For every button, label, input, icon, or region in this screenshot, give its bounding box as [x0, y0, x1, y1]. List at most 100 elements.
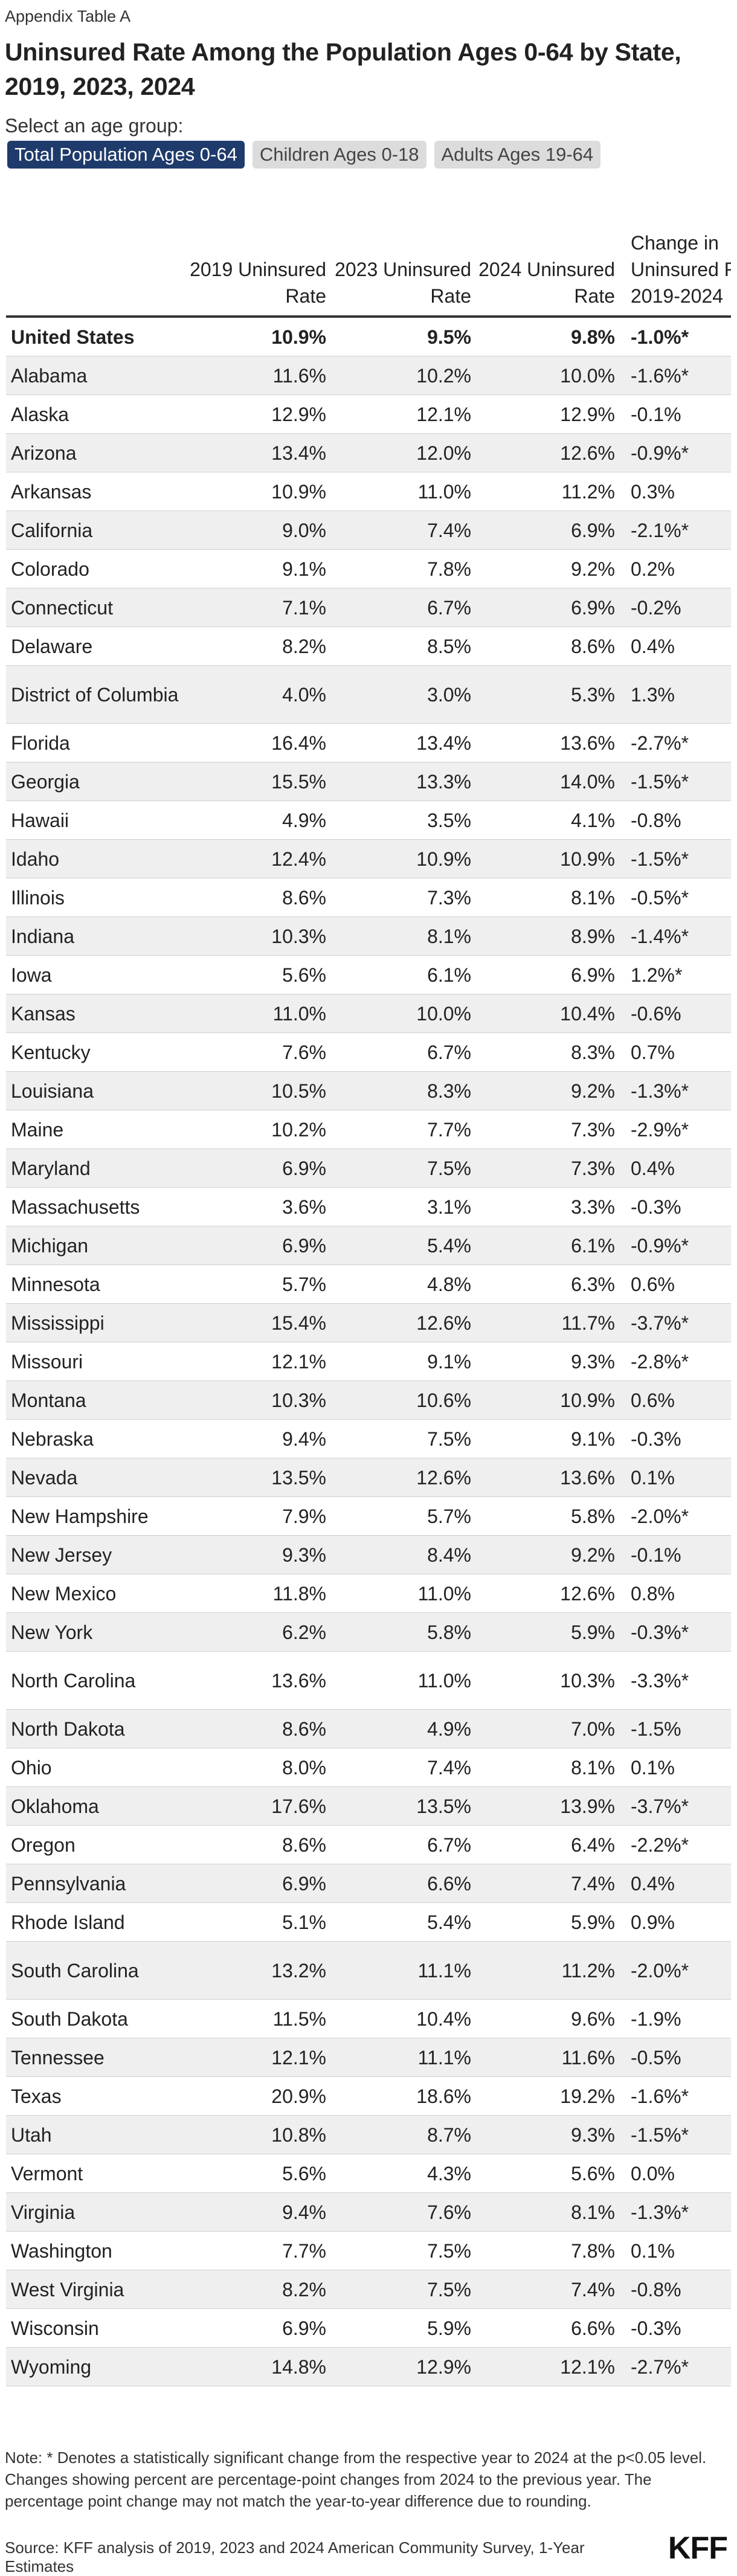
rate-cell: 13.4% — [188, 433, 333, 472]
rate-cell: 8.0% — [188, 1748, 333, 1787]
table-row: Illinois 8.6% 7.3% 8.1% -0.5%* — [6, 878, 731, 917]
note: Note: * Denotes a statistically signific… — [5, 2449, 707, 2510]
state-name: Wyoming — [6, 2347, 188, 2386]
state-name: Utah — [6, 2115, 188, 2154]
rate-cell: 5.3% — [478, 665, 622, 724]
rate-cell: 8.2% — [188, 626, 333, 666]
rate-cell: -2.7%* — [622, 2347, 731, 2386]
rate-cell: 7.5% — [333, 2231, 478, 2270]
table-row: Hawaii 4.9% 3.5% 4.1% -0.8% — [6, 800, 731, 840]
rate-cell: 4.3% — [333, 2154, 478, 2193]
state-name: Colorado — [6, 549, 188, 588]
rate-cell: -0.8% — [622, 2270, 731, 2309]
state-name: Minnesota — [6, 1264, 188, 1304]
rate-cell: 6.6% — [333, 1864, 478, 1903]
selector-prompt: Select an age group: — [5, 115, 184, 137]
rate-cell: 7.3% — [478, 1110, 622, 1149]
rate-cell: 13.4% — [333, 723, 478, 762]
rate-cell: 12.1% — [333, 394, 478, 434]
rate-cell: 7.4% — [333, 510, 478, 550]
rate-cell: 11.6% — [188, 356, 333, 395]
rate-cell: 10.4% — [333, 1999, 478, 2038]
rate-cell: 6.1% — [478, 1226, 622, 1265]
rate-cell: 6.9% — [188, 1148, 333, 1188]
rate-cell: 10.9% — [478, 839, 622, 878]
table-row: Ohio 8.0% 7.4% 8.1% 0.1% — [6, 1748, 731, 1787]
rate-cell: 12.6% — [478, 433, 622, 472]
rate-cell: 9.1% — [478, 1419, 622, 1458]
state-name: Alaska — [6, 394, 188, 434]
state-name: Mississippi — [6, 1303, 188, 1342]
rate-cell: 0.6% — [622, 1380, 731, 1420]
rate-cell: -1.5%* — [622, 2115, 731, 2154]
rate-cell: 12.9% — [333, 2347, 478, 2386]
rate-cell: 5.9% — [478, 1612, 622, 1652]
rate-cell: -3.7%* — [622, 1303, 731, 1342]
table-row: Massachusetts 3.6% 3.1% 3.3% -0.3% — [6, 1187, 731, 1226]
table-row: Vermont 5.6% 4.3% 5.6% 0.0% — [6, 2154, 731, 2193]
rate-cell: 6.9% — [188, 2308, 333, 2348]
title: Uninsured Rate Among the Population Ages… — [5, 38, 681, 100]
rate-cell: 0.4% — [622, 1148, 731, 1188]
state-name: California — [6, 510, 188, 550]
rate-cell: 10.0% — [478, 356, 622, 395]
rate-cell: 18.6% — [333, 2076, 478, 2116]
rate-cell: 10.9% — [478, 1380, 622, 1420]
rate-cell: -0.3%* — [622, 1612, 731, 1652]
state-name: Maryland — [6, 1148, 188, 1188]
column-header: 2024 Uninsured Rate — [478, 195, 622, 318]
state-name: South Carolina — [6, 1941, 188, 2000]
rate-cell: -1.3%* — [622, 2192, 731, 2232]
state-name: Connecticut — [6, 588, 188, 627]
rate-cell: 8.7% — [333, 2115, 478, 2154]
rate-cell: 10.8% — [188, 2115, 333, 2154]
rate-cell: -3.3%* — [622, 1651, 731, 1710]
state-name: Indiana — [6, 916, 188, 956]
state-name: Pennsylvania — [6, 1864, 188, 1903]
rate-cell: 12.1% — [188, 2038, 333, 2077]
table-row: Wisconsin 6.9% 5.9% 6.6% -0.3% — [6, 2308, 731, 2348]
table-row: Rhode Island 5.1% 5.4% 5.9% 0.9% — [6, 1902, 731, 1942]
table-row: Arkansas 10.9% 11.0% 11.2% 0.3% — [6, 472, 731, 511]
rate-cell: 8.1% — [478, 2192, 622, 2232]
state-name: Ohio — [6, 1748, 188, 1787]
age-group-button[interactable]: Children Ages 0-18 — [252, 141, 426, 169]
state-name: New York — [6, 1612, 188, 1652]
rate-cell: 20.9% — [188, 2076, 333, 2116]
rate-cell: 12.1% — [478, 2347, 622, 2386]
rate-cell: 10.2% — [333, 356, 478, 395]
rate-cell: 9.3% — [478, 1342, 622, 1381]
rate-cell: 12.9% — [188, 394, 333, 434]
rate-cell: 9.3% — [188, 1535, 333, 1574]
rate-cell: 6.9% — [188, 1226, 333, 1265]
rate-cell: 8.3% — [333, 1071, 478, 1110]
age-group-button[interactable]: Total Population Ages 0-64 — [7, 141, 245, 169]
rate-cell: 10.2% — [188, 1110, 333, 1149]
table-row: Virginia 9.4% 7.6% 8.1% -1.3%* — [6, 2192, 731, 2232]
rate-cell: 5.9% — [478, 1902, 622, 1942]
rate-cell: 10.3% — [478, 1651, 622, 1710]
rate-cell: -0.3% — [622, 2308, 731, 2348]
rate-cell: 11.1% — [333, 2038, 478, 2077]
rate-cell: -2.2%* — [622, 1825, 731, 1864]
rate-cell: 3.0% — [333, 665, 478, 724]
rate-cell: -0.9%* — [622, 433, 731, 472]
table-row: Oregon 8.6% 6.7% 6.4% -2.2%* — [6, 1825, 731, 1864]
rate-cell: 7.3% — [478, 1148, 622, 1188]
state-name: New Hampshire — [6, 1496, 188, 1536]
table-row: Delaware 8.2% 8.5% 8.6% 0.4% — [6, 626, 731, 666]
rate-cell: 0.2% — [622, 549, 731, 588]
state-name: Idaho — [6, 839, 188, 878]
rate-cell: -0.3% — [622, 1187, 731, 1226]
table-row: Florida 16.4% 13.4% 13.6% -2.7%* — [6, 723, 731, 762]
column-header: Change in Uninsured Rate 2019-2024 — [622, 195, 731, 318]
age-group-button[interactable]: Adults Ages 19-64 — [434, 141, 601, 169]
rate-cell: 5.1% — [188, 1902, 333, 1942]
rate-cell: 11.2% — [478, 472, 622, 511]
rate-cell: 1.2%* — [622, 955, 731, 994]
rate-cell: 13.9% — [478, 1786, 622, 1826]
rate-cell: 12.6% — [478, 1574, 622, 1613]
table-row: Connecticut 7.1% 6.7% 6.9% -0.2% — [6, 588, 731, 627]
state-name: Florida — [6, 723, 188, 762]
table-row: Kentucky 7.6% 6.7% 8.3% 0.7% — [6, 1032, 731, 1072]
